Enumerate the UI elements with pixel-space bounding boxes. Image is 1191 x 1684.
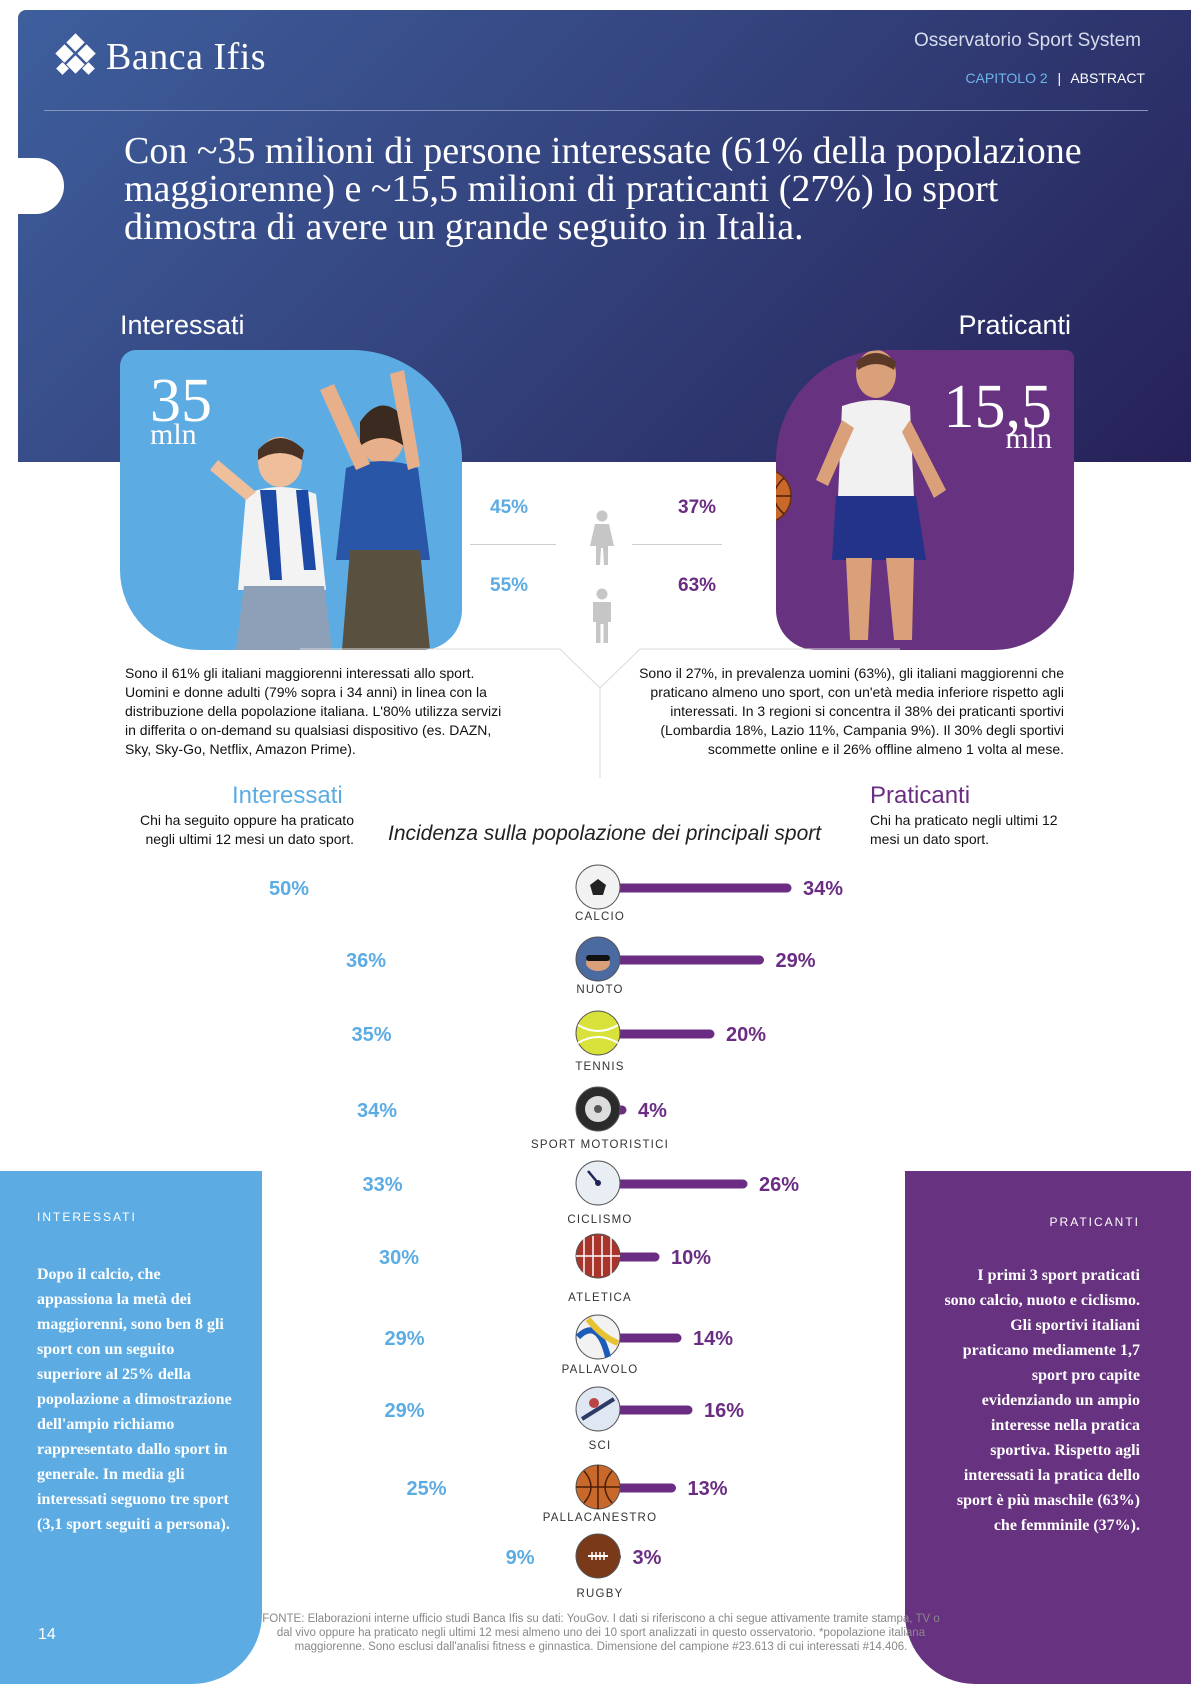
category-label: NUOTO xyxy=(576,984,623,996)
praticanti-male-pct: 63% xyxy=(678,575,717,596)
male-icon xyxy=(593,588,611,643)
tennis-ball-icon xyxy=(575,1010,621,1056)
value-label-interessati: 36% xyxy=(346,950,386,972)
praticanti-unit: mln xyxy=(1005,422,1052,455)
side-left-text: Dopo il calcio, che appassiona la metà d… xyxy=(37,1266,232,1533)
category-label: RUGBY xyxy=(577,1588,624,1600)
category-label: CICLISMO xyxy=(567,1214,632,1226)
value-label-interessati: 29% xyxy=(384,1328,424,1350)
brand-name: Banca Ifis xyxy=(106,36,267,78)
publication-title: Osservatorio Sport System xyxy=(913,30,1141,51)
tire-icon xyxy=(575,1086,621,1132)
chapter-separator: | xyxy=(1057,70,1062,86)
praticanti-section-title: Praticanti xyxy=(870,782,971,809)
praticanti-label: Praticanti xyxy=(958,310,1071,340)
value-label-interessati: 33% xyxy=(362,1174,402,1196)
female-icon xyxy=(590,510,614,565)
interessati-section-title: Interessati xyxy=(232,782,343,809)
interessati-number: 35 xyxy=(150,367,212,435)
category-label: ATLETICA xyxy=(568,1292,632,1304)
side-right-label: PRATICANTI xyxy=(1049,1215,1140,1229)
swimmer-icon xyxy=(575,936,621,982)
category-label: TENNIS xyxy=(575,1061,624,1073)
praticanti-side-panel xyxy=(905,1171,1191,1684)
value-label-interessati: 9% xyxy=(506,1547,535,1569)
rugby-ball-icon xyxy=(575,1533,621,1579)
praticanti-definition: Chi ha praticato negli ultimi 12 mesi un… xyxy=(870,812,1058,847)
soccer-ball-icon xyxy=(575,864,621,910)
category-label: PALLACANESTRO xyxy=(543,1512,657,1524)
basketball-icon xyxy=(575,1464,621,1510)
value-label-interessati: 30% xyxy=(379,1247,419,1269)
value-label-interessati: 29% xyxy=(384,1400,424,1422)
volleyball-icon xyxy=(575,1314,621,1360)
page-headline: Con ~35 milioni di persone interessate (… xyxy=(124,130,1082,248)
value-label-praticanti: 29% xyxy=(776,950,816,972)
skier-icon xyxy=(575,1386,621,1432)
logo-mark-icon xyxy=(52,33,98,80)
value-label-praticanti: 26% xyxy=(759,1174,799,1196)
praticanti-description: Sono il 27%, in prevalenza uomini (63%),… xyxy=(639,665,1064,757)
category-label: SCI xyxy=(589,1440,612,1452)
interessati-female-pct: 45% xyxy=(490,497,529,518)
praticanti-number: 15,5 xyxy=(943,373,1053,441)
value-label-praticanti: 20% xyxy=(726,1024,766,1046)
value-label-praticanti: 16% xyxy=(704,1400,744,1422)
value-label-praticanti: 10% xyxy=(671,1247,711,1269)
basketball-icon xyxy=(776,470,792,522)
page-number: 14 xyxy=(38,1626,56,1643)
value-label-praticanti: 13% xyxy=(688,1478,728,1500)
value-label-interessati: 25% xyxy=(406,1478,446,1500)
interessati-unit: mln xyxy=(150,418,197,451)
praticanti-card: 15,5 mln xyxy=(776,350,1074,650)
center-divider xyxy=(300,648,900,778)
header-notch xyxy=(18,158,64,214)
running-track-icon xyxy=(575,1233,621,1279)
interessati-definition: Chi ha seguito oppure ha praticato negli… xyxy=(139,812,354,847)
category-label: SPORT MOTORISTICI xyxy=(531,1139,669,1151)
source-note: FONTE: Elaborazioni interne ufficio stud… xyxy=(256,1612,946,1654)
side-right-text: I primi 3 sport praticati sono calcio, n… xyxy=(944,1267,1140,1534)
interessati-side-panel xyxy=(0,1171,262,1684)
chart-title: Incidenza sulla popolazione dei principa… xyxy=(388,822,822,845)
chapter-number: CAPITOLO 2 xyxy=(965,70,1048,86)
interessati-label: Interessati xyxy=(120,310,245,340)
gender-divider-right xyxy=(632,544,722,545)
value-label-interessati: 35% xyxy=(351,1024,391,1046)
value-label-interessati: 34% xyxy=(357,1100,397,1122)
category-label: PALLAVOLO xyxy=(562,1364,639,1376)
source-text: FONTE: Elaborazioni interne ufficio stud… xyxy=(262,1613,940,1653)
praticanti-female-pct: 37% xyxy=(678,497,717,518)
fans-illustration xyxy=(210,370,430,650)
value-label-praticanti: 14% xyxy=(693,1328,733,1350)
interessati-description: Sono il 61% gli italiani maggiorenni int… xyxy=(125,665,502,757)
basketball-player-illustration xyxy=(816,350,946,640)
value-label-praticanti: 4% xyxy=(638,1100,667,1122)
value-label-praticanti: 3% xyxy=(633,1547,662,1569)
brand-logo: Banca Ifis xyxy=(52,33,267,80)
value-label-praticanti: 34% xyxy=(803,878,843,900)
interessati-card: 35 mln xyxy=(120,350,462,650)
interessati-male-pct: 55% xyxy=(490,575,529,596)
value-label-interessati: 50% xyxy=(269,878,309,900)
category-label: CALCIO xyxy=(575,911,625,923)
section-name: ABSTRACT xyxy=(1070,70,1145,86)
speedometer-icon xyxy=(575,1160,621,1206)
gender-divider-left xyxy=(470,544,556,545)
side-left-label: INTERESSATI xyxy=(37,1210,137,1224)
chapter-label: CAPITOLO 2 | ABSTRACT xyxy=(965,70,1145,86)
header-divider xyxy=(44,110,1148,111)
